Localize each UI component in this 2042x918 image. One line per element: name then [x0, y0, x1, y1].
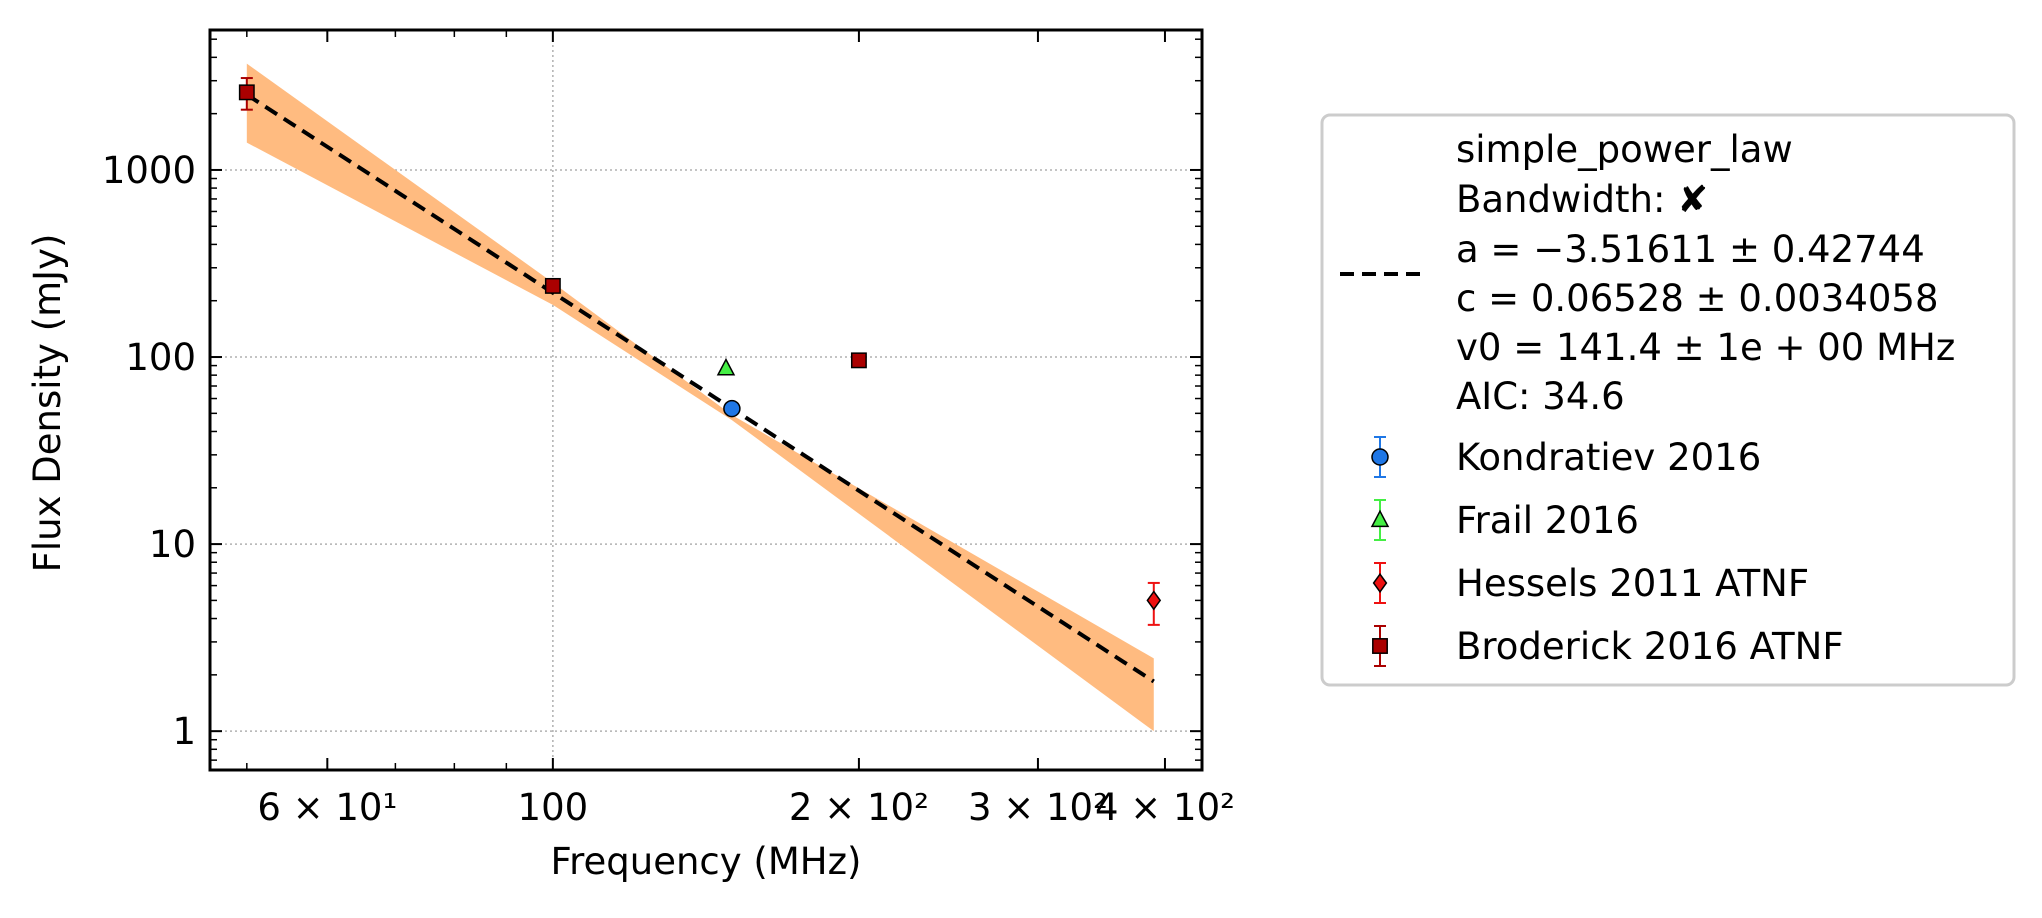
data-points-layer: [238, 77, 1162, 626]
data-point-triangle: [716, 357, 736, 376]
legend-fit-model-name: simple_power_law: [1456, 128, 1793, 171]
x-tick-label: 2 × 10²: [789, 786, 929, 829]
y-axis-label: Flux Density (mJy): [26, 234, 69, 573]
y-tick-label: 1000: [102, 149, 196, 192]
x-tick-label: 3 × 10²: [968, 786, 1108, 829]
legend-fit-bandwidth: Bandwidth: ✘: [1456, 178, 1708, 221]
legend-fit-param: v0 = 141.4 ± 1e + 00 MHz: [1456, 326, 1955, 369]
plot-frame: [208, 28, 1204, 772]
legend-fit-param: AIC: 34.6: [1456, 375, 1625, 418]
data-point-square: [544, 277, 561, 294]
bandwidth-cross-icon: ✘: [1677, 178, 1708, 221]
data-point-square: [850, 352, 867, 369]
data-point-diamond: [1146, 590, 1162, 611]
legend-series-label: Kondratiev 2016: [1456, 436, 1761, 479]
legend: simple_power_law Bandwidth: ✘ a = −3.51611…: [1320, 113, 2016, 687]
legend-series-label: Hessels 2011 ATNF: [1456, 562, 1809, 605]
y-tick-label: 10: [149, 523, 196, 566]
legend-box: [1320, 113, 2016, 687]
legend-series-label: Frail 2016: [1456, 499, 1639, 542]
fit-uncertainty-band-layer: [246, 63, 1154, 732]
legend-marker-triangle: [1370, 509, 1390, 528]
legend-series-label: Broderick 2016 ATNF: [1456, 625, 1844, 668]
legend-marker-square: [1372, 638, 1388, 654]
legend-fit-param: a = −3.51611 ± 0.42744: [1456, 228, 1925, 271]
fit-uncertainty-band: [246, 63, 1154, 732]
data-point-square: [238, 84, 255, 101]
fit-line-layer: [245, 93, 1155, 684]
x-tick-label: 100: [518, 786, 589, 829]
y-tick-label: 1: [172, 710, 196, 753]
legend-marker-circle: [1371, 448, 1389, 466]
x-tick-label: 6 × 10¹: [257, 786, 397, 829]
x-axis-label: Frequency (MHz): [551, 840, 862, 883]
data-point-circle: [723, 399, 741, 418]
legend-fit-param: c = 0.06528 ± 0.0034058: [1456, 277, 1938, 320]
y-tick-label: 100: [125, 336, 196, 379]
fit-line: [245, 93, 1155, 684]
x-tick-label: 4 × 10²: [1095, 786, 1235, 829]
axes: [208, 28, 1204, 772]
legend-marker-diamond: [1372, 572, 1388, 594]
